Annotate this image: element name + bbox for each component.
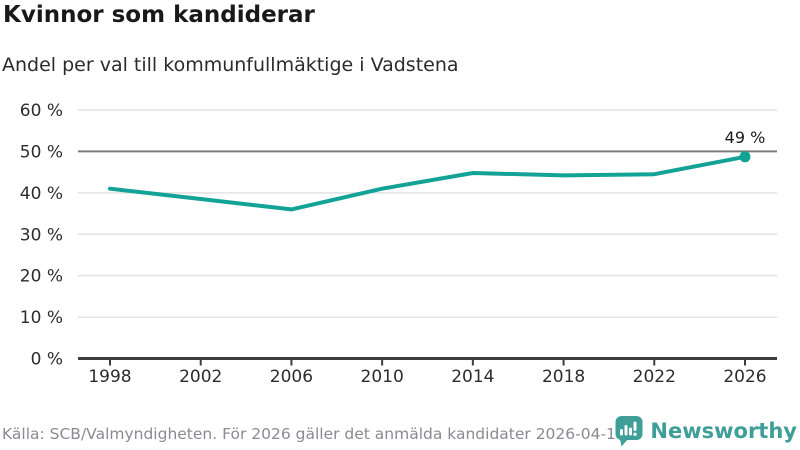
x-tick-label: 2002: [179, 367, 222, 387]
y-tick-label: 60 %: [20, 101, 63, 121]
x-tick-label: 2026: [723, 367, 766, 387]
newsworthy-bubble-icon: [615, 416, 643, 447]
x-tick-label: 2006: [270, 367, 313, 387]
y-tick-label: 30 %: [20, 225, 63, 245]
end-point-marker: [739, 151, 751, 163]
x-tick-label: 2018: [542, 367, 585, 387]
series-line: [108, 154, 747, 212]
y-tick-label: 50 %: [20, 142, 63, 162]
x-tick-label: 2014: [451, 367, 494, 387]
y-tick-label: 40 %: [20, 184, 63, 204]
newsworthy-wordmark: Newsworthy: [650, 419, 797, 443]
x-tick-label: 1998: [88, 367, 131, 387]
chart-subtitle: Andel per val till kommunfullmäktige i V…: [2, 54, 459, 76]
x-tick-label: 2022: [633, 367, 676, 387]
page-title: Kvinnor som kandiderar: [3, 2, 315, 28]
source-note: Källa: SCB/Valmyndigheten. För 2026 gäll…: [2, 425, 631, 443]
y-tick-label: 20 %: [20, 267, 63, 287]
end-point-label: 49 %: [725, 128, 766, 147]
y-tick-label: 10 %: [20, 308, 63, 328]
y-tick-label: 0 %: [31, 350, 63, 370]
x-tick-label: 2010: [361, 367, 404, 387]
newsworthy-logo: Newsworthy: [615, 414, 797, 448]
